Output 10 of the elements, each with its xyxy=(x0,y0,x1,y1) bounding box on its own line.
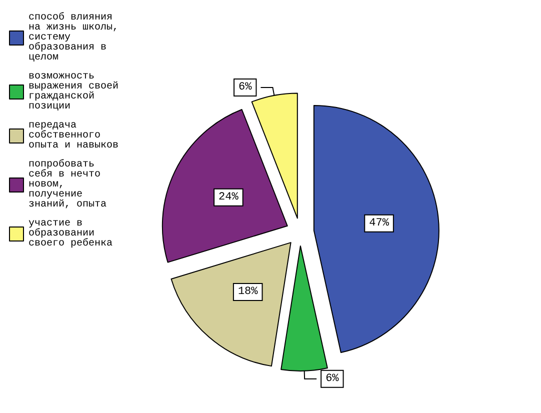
legend-label: передача собственного опыта и навыков xyxy=(28,120,119,152)
legend-label: участие в образовании своего ребенка xyxy=(28,218,113,250)
data-label: 6% xyxy=(326,372,340,385)
legend-label: способ влияния на жизнь школы, систему образования в целом xyxy=(28,12,119,64)
legend-label: попробовать себя в нечто новом, получение знаний, опыта xyxy=(28,158,107,210)
data-label: 47% xyxy=(369,217,390,230)
data-label: 18% xyxy=(238,286,258,298)
legend-label: возможность выражения своей гражданской позиции xyxy=(28,72,119,112)
data-label: 6% xyxy=(238,82,252,94)
data-label: 24% xyxy=(218,191,239,204)
